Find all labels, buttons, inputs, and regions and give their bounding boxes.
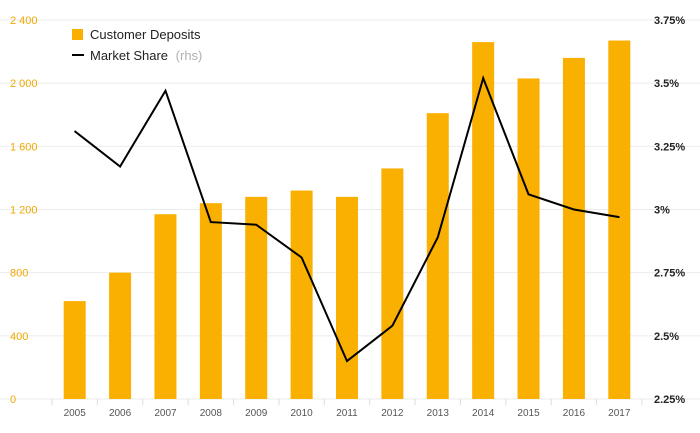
x-tick-label-2015: 2015	[517, 408, 540, 419]
point-2005	[74, 130, 76, 132]
legend: Customer Deposits Market Share (rhs)	[72, 27, 202, 63]
bar-2008	[199, 203, 222, 399]
legend-label-market-share-text: Market Share	[90, 48, 168, 63]
bar-2017	[608, 40, 631, 399]
legend-swatch-customer-deposits	[72, 29, 83, 40]
x-tick-label-2017: 2017	[608, 408, 631, 419]
x-tick-label-2006: 2006	[109, 408, 132, 419]
point-2016	[573, 209, 575, 210]
left-tick-label-1: 400	[10, 331, 28, 343]
x-tick-label-2007: 2007	[154, 408, 177, 419]
x-tick-label-2016: 2016	[563, 408, 586, 419]
legend-label-customer-deposits: Customer Deposits	[90, 27, 201, 42]
bar-2006	[109, 272, 132, 399]
point-2009	[255, 224, 257, 226]
x-tick-label-2013: 2013	[427, 408, 450, 419]
left-tick-label-4: 1 600	[10, 141, 38, 153]
bar-2015	[517, 78, 540, 399]
right-tick-label-2: 2.75%	[654, 268, 685, 280]
point-2010	[301, 257, 303, 259]
x-tick-label-2008: 2008	[200, 408, 223, 419]
bar-2011	[336, 196, 358, 399]
x-axis-ticks: 2005 2006 2007 2008 2009 2010 2011 2012 2013 2014…	[64, 408, 631, 419]
bar-2016	[562, 57, 585, 400]
x-tick-label-2012: 2012	[381, 408, 404, 419]
bar-2007	[154, 214, 177, 399]
right-tick-label-6: 3.75%	[654, 15, 685, 27]
point-2015	[528, 193, 530, 195]
right-tick-label-3: 3%	[654, 205, 670, 217]
right-tick-label-5: 3.5%	[654, 78, 679, 90]
left-axis-ticks: 0 400 800 1 200 1 600 2 000 2 400	[10, 15, 38, 406]
bar-2010	[290, 190, 313, 399]
point-2017	[618, 216, 620, 218]
bar-series-customer-deposits	[63, 40, 631, 400]
point-2006	[119, 166, 121, 168]
legend-label-market-share-suffix: (rhs)	[176, 48, 203, 63]
point-2012	[391, 325, 393, 327]
x-tick-label-2014: 2014	[472, 408, 495, 419]
right-axis-ticks: 2.25% 2.5% 2.75% 3% 3.25% 3.5% 3.75%	[654, 15, 685, 406]
left-tick-label-3: 1 200	[10, 205, 38, 217]
point-2007	[164, 90, 166, 92]
right-tick-label-1: 2.5%	[654, 331, 679, 343]
point-2013	[437, 236, 439, 238]
left-tick-label-2: 800	[10, 268, 28, 280]
left-tick-label-0: 0	[10, 394, 16, 406]
legend-label-market-share: Market Share (rhs)	[90, 48, 202, 63]
x-tick-label-2009: 2009	[245, 408, 268, 419]
x-tick-label-2005: 2005	[64, 408, 87, 419]
bar-2005	[63, 301, 86, 399]
point-2008	[210, 221, 212, 223]
point-2011	[346, 360, 348, 362]
x-tick-label-2011: 2011	[336, 408, 358, 419]
right-tick-label-0: 2.25%	[654, 394, 685, 406]
x-tick-label-2010: 2010	[290, 408, 313, 419]
right-tick-label-4: 3.25%	[654, 141, 685, 153]
line-series-market-share	[74, 74, 620, 363]
bar-2013	[426, 113, 449, 399]
bar-2012	[381, 168, 404, 399]
point-2014	[482, 77, 484, 79]
bar-2014	[472, 42, 495, 399]
bar-2009	[245, 196, 268, 399]
left-tick-label-6: 2 400	[10, 15, 38, 27]
left-tick-label-5: 2 000	[10, 78, 38, 90]
